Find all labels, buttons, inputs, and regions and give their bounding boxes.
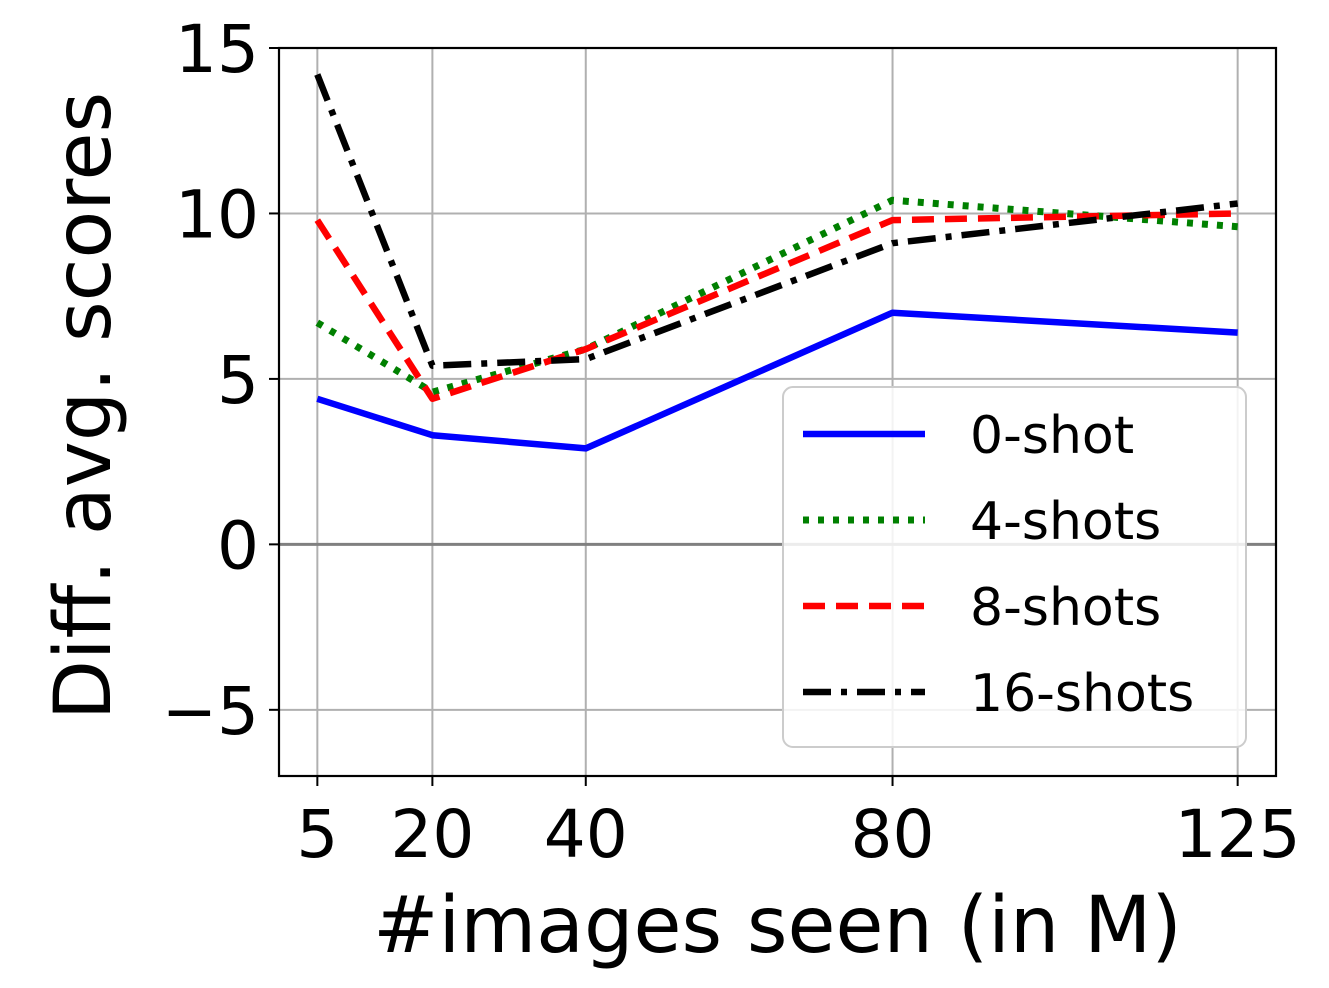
- y-axis-label: Diff. avg. scores: [39, 92, 129, 720]
- y-tick-label: 0: [217, 507, 259, 584]
- y-tick-label: −5: [162, 673, 259, 750]
- legend-label: 4-shots: [970, 492, 1161, 552]
- data-point: [585, 448, 586, 449]
- data-point: [317, 220, 318, 221]
- data-point: [1237, 226, 1238, 227]
- series-line-4-shots: [315, 196, 1238, 396]
- x-tick-label: 125: [1175, 796, 1301, 873]
- data-point: [892, 200, 893, 201]
- data-point: [892, 312, 893, 313]
- data-point: [1237, 332, 1238, 333]
- data-point: [317, 322, 318, 323]
- data-point: [892, 243, 893, 244]
- data-point: [585, 359, 586, 360]
- x-tick-label: 20: [390, 796, 474, 873]
- axis-ticks: 5 20 40 80 125 15 10 5 0 −5: [162, 11, 1301, 873]
- x-tick-label: 5: [296, 796, 338, 873]
- series-line-8-shots: [314, 210, 1238, 403]
- y-tick-label: 5: [217, 342, 259, 419]
- data-point: [1237, 203, 1238, 204]
- series-line-0-shot: [316, 309, 1238, 452]
- data-point: [892, 220, 893, 221]
- y-tick-label: 10: [175, 176, 259, 253]
- legend-label: 8-shots: [970, 578, 1161, 638]
- x-tick-label: 80: [851, 796, 935, 873]
- data-point: [432, 435, 433, 436]
- x-axis-label: #images seen (in M): [373, 881, 1182, 971]
- data-point: [317, 398, 318, 399]
- legend-label: 16-shots: [970, 664, 1194, 724]
- data-point: [585, 349, 586, 350]
- x-tick-label: 40: [544, 796, 628, 873]
- data-point: [1237, 213, 1238, 214]
- legend: 0-shot 4-shots 8-shots 16-shots: [782, 386, 1247, 748]
- legend-label: 0-shot: [970, 406, 1134, 466]
- plot-frame: [277, 46, 1278, 778]
- legend-box: [782, 386, 1247, 748]
- data-point: [432, 365, 433, 366]
- series-lines: [314, 73, 1239, 452]
- data-point: [432, 398, 433, 399]
- data-point: [317, 74, 318, 75]
- y-tick-label: 15: [175, 11, 259, 88]
